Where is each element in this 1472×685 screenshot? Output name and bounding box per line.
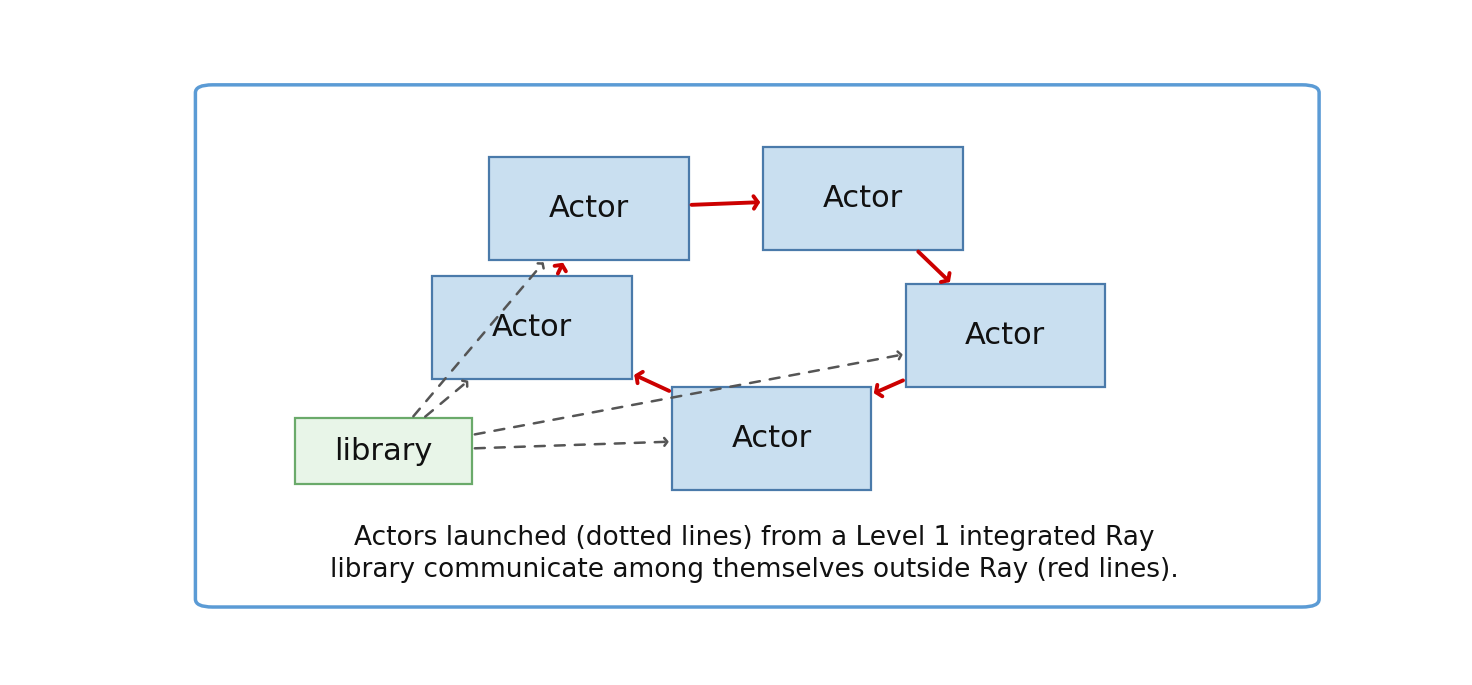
FancyBboxPatch shape xyxy=(905,284,1105,387)
Text: library: library xyxy=(334,437,433,466)
Text: Actor: Actor xyxy=(966,321,1045,350)
FancyBboxPatch shape xyxy=(489,158,689,260)
Text: library communicate among themselves outside Ray (red lines).: library communicate among themselves out… xyxy=(330,557,1179,583)
Text: Actor: Actor xyxy=(492,313,573,342)
Text: Actor: Actor xyxy=(732,424,811,453)
Text: Actors launched (dotted lines) from a Level 1 integrated Ray: Actors launched (dotted lines) from a Le… xyxy=(355,525,1154,551)
Text: Actor: Actor xyxy=(549,195,629,223)
FancyBboxPatch shape xyxy=(296,419,473,484)
FancyBboxPatch shape xyxy=(762,147,963,249)
Text: Actor: Actor xyxy=(823,184,902,213)
FancyBboxPatch shape xyxy=(196,85,1319,607)
FancyBboxPatch shape xyxy=(433,276,631,379)
FancyBboxPatch shape xyxy=(671,387,871,490)
